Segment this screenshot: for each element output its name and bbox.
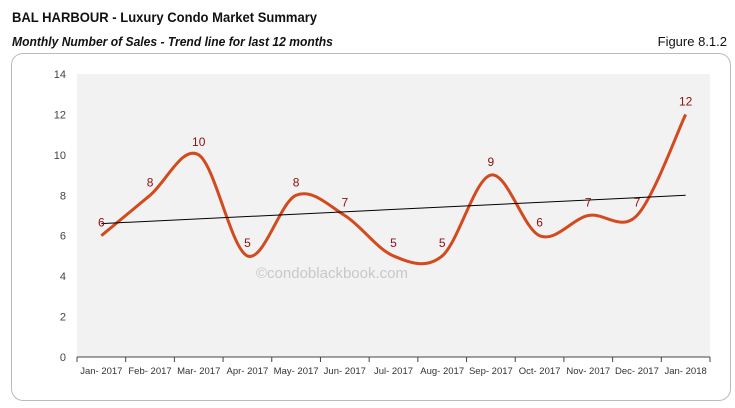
data-label: 6 xyxy=(98,216,105,230)
x-tick-label: Sep- 2017 xyxy=(469,366,513,377)
page-title: BAL HARBOUR - Luxury Condo Market Summar… xyxy=(12,9,318,25)
data-label: 5 xyxy=(439,236,446,250)
x-tick-label: Oct- 2017 xyxy=(519,366,561,377)
y-tick-label: 0 xyxy=(60,352,66,364)
x-tick-label: Jun- 2017 xyxy=(324,366,366,377)
x-tick-label: Feb- 2017 xyxy=(128,366,171,377)
x-tick-label: Mar- 2017 xyxy=(177,366,220,377)
data-label: 7 xyxy=(634,196,641,210)
x-tick-label: Dec- 2017 xyxy=(615,366,659,377)
data-label: 8 xyxy=(147,175,154,189)
data-label: 9 xyxy=(488,155,495,169)
y-tick-label: 2 xyxy=(60,312,66,324)
chart-subtitle: Monthly Number of Sales - Trend line for… xyxy=(12,34,333,49)
watermark: ©condoblackbook.com xyxy=(256,265,408,282)
chart-frame xyxy=(11,53,731,401)
x-tick-label: Aug- 2017 xyxy=(420,366,464,377)
series-line xyxy=(100,113,688,266)
data-label: 12 xyxy=(679,94,693,108)
x-tick-label: May- 2017 xyxy=(274,366,319,377)
x-tick-label: Jan- 2018 xyxy=(665,366,707,377)
x-tick-label: Jul- 2017 xyxy=(374,366,413,377)
y-tick-label: 12 xyxy=(54,109,66,121)
figure-number: Figure 8.1.2 xyxy=(657,34,727,49)
y-tick-label: 4 xyxy=(60,271,66,283)
y-tick-label: 14 xyxy=(54,69,66,81)
data-label: 10 xyxy=(192,135,206,149)
data-label: 7 xyxy=(341,196,348,210)
x-tick-label: Nov- 2017 xyxy=(566,366,610,377)
trend-line xyxy=(101,194,686,225)
x-tick-label: Apr- 2017 xyxy=(227,366,269,377)
data-label: 8 xyxy=(293,175,300,189)
y-tick-label: 6 xyxy=(60,231,66,243)
x-tick-label: Jan- 2017 xyxy=(80,366,122,377)
y-tick-label: 10 xyxy=(54,150,66,162)
data-label: 5 xyxy=(244,236,251,250)
plot-area xyxy=(77,74,710,357)
y-tick-label: 8 xyxy=(60,190,66,202)
data-label: 5 xyxy=(390,236,397,250)
data-label: 7 xyxy=(585,196,592,210)
data-label: 6 xyxy=(536,216,543,230)
